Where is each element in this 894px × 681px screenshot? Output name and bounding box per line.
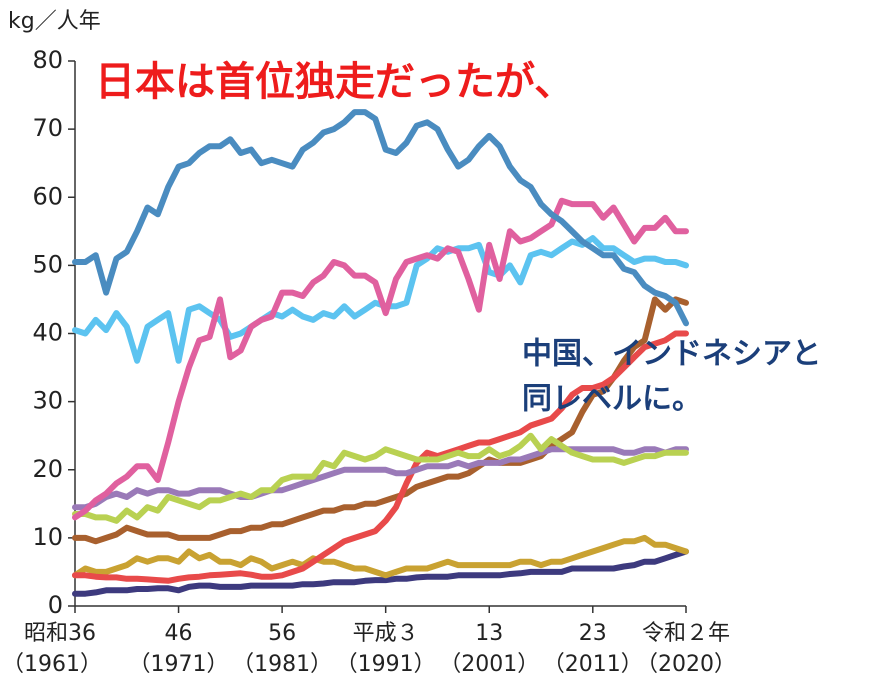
y-tick-label: 70	[32, 114, 63, 142]
y-tick-label: 20	[32, 455, 63, 483]
y-tick-label: 0	[48, 591, 63, 619]
series-line	[72, 197, 689, 521]
x-tick-sublabel: （1981）	[232, 652, 332, 677]
x-tick-label: 56	[268, 621, 296, 646]
x-tick-label: 令和２年	[642, 621, 730, 646]
series-line	[72, 432, 689, 524]
x-tick-sublabel: （2001）	[439, 652, 539, 677]
x-tick-sublabel: （2011）	[543, 652, 643, 677]
x-tick-label: 46	[165, 621, 193, 646]
y-tick-label: 50	[32, 250, 63, 278]
series-line	[72, 330, 689, 584]
y-tick-label: 30	[32, 387, 63, 415]
annotation: 中国、インドネシアと	[522, 337, 821, 372]
series-line	[72, 296, 689, 545]
series-line	[72, 446, 689, 511]
x-tick-sublabel: （2020）	[636, 652, 736, 677]
series-line	[72, 548, 689, 597]
x-tick-label: 23	[579, 621, 607, 646]
y-axis-label: kg／人年	[8, 9, 101, 34]
x-tick-label: 13	[475, 621, 503, 646]
x-tick-sublabel: （1961）	[2, 652, 102, 677]
y-tick-label: 60	[32, 182, 63, 210]
y-tick-label: 40	[32, 319, 63, 347]
y-tick-label: 80	[32, 46, 63, 74]
annotation: 同レベルに。	[522, 382, 702, 417]
annotation: 日本は首位独走だったが、	[95, 59, 574, 105]
series-line	[72, 109, 689, 327]
y-tick-label: 10	[32, 523, 63, 551]
x-tick-label: 昭和36	[24, 621, 96, 646]
series-line	[72, 534, 689, 579]
x-tick-sublabel: （1991）	[336, 652, 436, 677]
x-tick-label: 平成３	[353, 621, 419, 646]
plot-area: 0 10 20 30 40 50 60 70 80 昭和36 （1961） 46 （1971） 56 （19…	[2, 46, 736, 677]
x-tick-sublabel: （1971）	[129, 652, 229, 677]
